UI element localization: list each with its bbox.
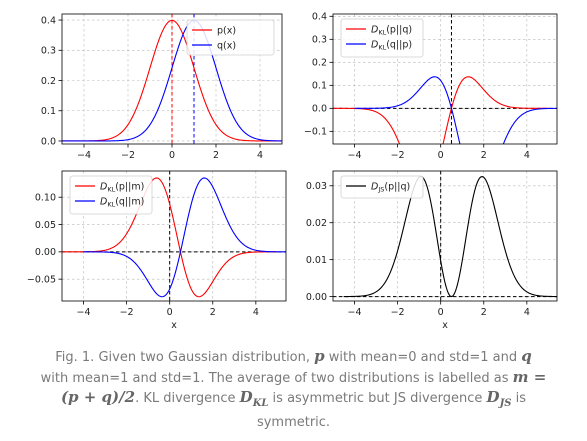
chart-panel-2: −4 −2 0 2 4 −0.1 0.0 0.1 0.2 0.3 0.4 DKL(p||q) DKL(q… <box>304 12 558 161</box>
caption-text: is symmetric. <box>256 391 527 430</box>
legend: DKL(p||q) DKL(q||p) <box>340 18 424 58</box>
x-tick-label: −4 <box>77 150 91 161</box>
y-tick-label: 0.4 <box>312 12 327 23</box>
y-tick-label: 0.0 <box>41 136 56 147</box>
y-tick-label: 0.4 <box>41 15 56 26</box>
x-tick-label: 0 <box>167 307 173 318</box>
y-tick-label: 0.3 <box>41 46 56 57</box>
legend-label: DJS(p||q) <box>371 182 410 194</box>
y-tick-label: 0.2 <box>41 76 56 87</box>
x-tick-label: 4 <box>257 150 263 161</box>
legend: DKL(p||m) DKL(q||m) <box>69 175 153 215</box>
axes-frame <box>332 170 558 302</box>
chart-panel-1: −4 −2 0 2 4 0.0 0.1 0.2 0.3 0.4 p(x) q(x) <box>41 13 283 161</box>
caption-q-symbol: q <box>521 347 532 365</box>
y-tick-label: 0.03 <box>306 181 327 192</box>
x-tick-label: 0 <box>438 307 444 318</box>
figure-grid: −4 −2 0 2 4 0.0 0.1 0.2 0.3 0.4 p(x) q(x) −4 −2 0 2 4 −0.… <box>27 12 558 331</box>
legend-label: DKL(p||q) <box>371 25 412 37</box>
series-line-2 <box>83 177 286 298</box>
chart-panel-4: −4 −2 0 2 4 0.00 0.01 0.02 0.03 x DJS(p||q) <box>306 170 558 331</box>
x-tick-label: 2 <box>481 150 487 161</box>
legend-label: p(x) <box>217 26 236 37</box>
x-tick-label: 4 <box>253 307 259 318</box>
caption-text: Fig. 1. Given two Gaussian distribution, <box>55 350 315 365</box>
x-tick-label: 2 <box>213 150 219 161</box>
caption-text: with mean=0 and std=1 and <box>324 350 522 365</box>
caption-text: . KL divergence <box>135 391 240 406</box>
caption-dkl-symbol: DKL <box>239 388 269 409</box>
x-tick-label: 0 <box>169 150 175 161</box>
x-axis-label: x <box>171 320 177 331</box>
series-line-2 <box>62 19 282 142</box>
y-tick-label: 0.01 <box>306 255 327 266</box>
y-tick-label: −0.1 <box>304 127 327 138</box>
y-tick-label: 0.00 <box>35 247 56 258</box>
legend-label: q(x) <box>217 41 236 52</box>
caption-m-formula: m = (p + q)/2 <box>60 367 547 407</box>
axes-frame <box>332 13 558 145</box>
series-line-1 <box>62 177 278 298</box>
x-tick-label: −4 <box>348 307 362 318</box>
y-tick-label: 0.02 <box>306 218 327 229</box>
x-axis-label: x <box>442 320 448 331</box>
y-tick-label: 0.0 <box>312 104 327 115</box>
y-tick-label: 0.1 <box>312 81 327 92</box>
caption-p-symbol: p <box>314 347 325 365</box>
legend-box <box>186 19 275 56</box>
y-tick-label: 0.10 <box>35 193 56 204</box>
x-tick-label: −2 <box>120 307 134 318</box>
y-tick-label: 0.3 <box>312 35 327 46</box>
x-tick-label: −4 <box>77 307 91 318</box>
legend-label: DKL(q||p) <box>371 40 412 52</box>
y-tick-label: 0.00 <box>306 292 327 303</box>
y-tick-label: 0.2 <box>312 58 327 69</box>
series-line-1 <box>333 76 549 144</box>
legend-label: DKL(q||m) <box>100 197 144 209</box>
y-tick-label: 0.05 <box>35 220 56 231</box>
caption-text: with mean=1 and std=1. The average of tw… <box>40 370 513 386</box>
y-tick-label: −0.05 <box>27 275 56 286</box>
series-line-1 <box>343 176 557 298</box>
x-tick-label: 4 <box>524 307 530 318</box>
chart-panel-3: −4 −2 0 2 4 −0.05 0.00 0.05 0.10 x DKL(p||m) DKL(q|… <box>27 170 287 331</box>
legend: p(x) q(x) <box>186 19 275 56</box>
x-tick-label: −2 <box>391 150 405 161</box>
x-tick-label: −2 <box>391 307 405 318</box>
legend-box <box>340 175 424 199</box>
caption-djs-symbol: DJS <box>486 388 512 409</box>
y-tick-label: 0.1 <box>41 106 56 117</box>
figure-caption: Fig. 1. Given two Gaussian distribution,… <box>40 347 547 432</box>
caption-text: is asymmetric but JS divergence <box>268 391 487 406</box>
x-tick-label: −4 <box>348 150 362 161</box>
x-tick-label: 2 <box>481 307 487 318</box>
series-line-2 <box>354 76 557 144</box>
axes-frame <box>61 170 287 302</box>
x-tick-label: 2 <box>210 307 216 318</box>
x-tick-label: 0 <box>438 150 444 161</box>
x-tick-label: −2 <box>121 150 135 161</box>
legend-label: DKL(p||m) <box>100 182 144 194</box>
legend: DJS(p||q) <box>340 175 424 199</box>
x-tick-label: 4 <box>524 150 530 161</box>
